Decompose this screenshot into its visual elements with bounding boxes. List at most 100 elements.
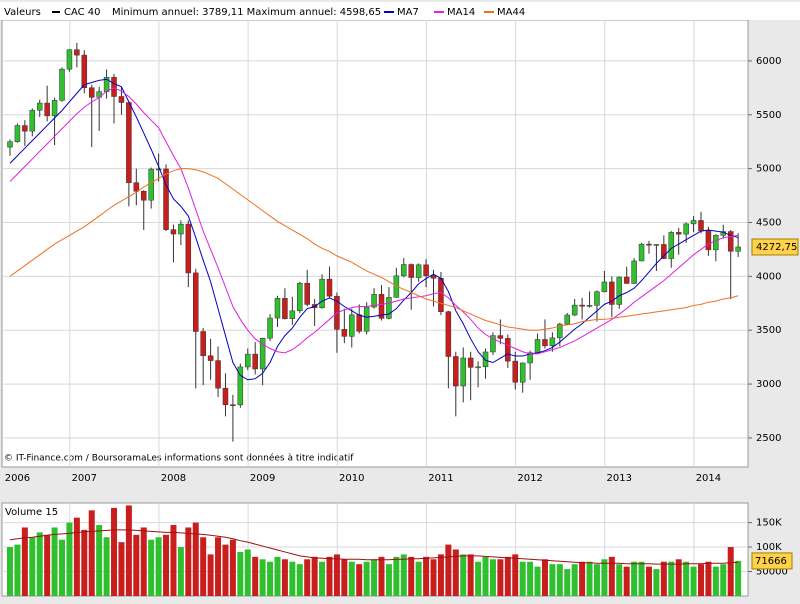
volume-bar — [103, 537, 110, 596]
candle-body — [557, 323, 563, 339]
volume-bar — [88, 510, 95, 596]
volume-bar — [200, 537, 207, 596]
candle-body — [586, 305, 593, 307]
candle-body — [289, 310, 296, 319]
candle-body — [512, 360, 518, 383]
volume-bar — [267, 561, 274, 596]
volume-bar — [668, 561, 675, 596]
volume-bar — [222, 544, 229, 596]
volume-bar — [296, 564, 303, 596]
candle-body — [601, 281, 608, 293]
candle-body — [7, 141, 13, 148]
volume-bar — [29, 537, 36, 596]
volume-bar — [111, 507, 118, 596]
volume-bar — [556, 564, 563, 596]
legend-label: MA44 — [497, 7, 525, 18]
candle-body — [386, 297, 392, 319]
volume-bar — [155, 537, 162, 596]
volume-bar — [571, 564, 578, 596]
volume-bar — [519, 561, 526, 596]
volume-bar — [482, 556, 489, 596]
volume-bar — [489, 559, 496, 596]
volume-bar — [341, 559, 348, 596]
candle-body — [490, 335, 496, 353]
candle-body — [170, 229, 177, 235]
candle-body — [185, 223, 192, 274]
volume-bar — [73, 517, 80, 596]
y-tick-label: 3000 — [756, 379, 781, 390]
volume-bar — [140, 527, 147, 596]
candle-body — [356, 314, 362, 332]
candle-body — [378, 294, 385, 319]
volume-bar — [593, 564, 600, 596]
volume-bar — [163, 534, 170, 596]
candle-body — [661, 244, 667, 259]
candle-body — [74, 49, 80, 56]
candle-body — [22, 125, 28, 132]
volume-bar — [333, 554, 340, 596]
volume-bar — [215, 537, 222, 596]
x-tick-label: 2010 — [339, 473, 364, 484]
volume-bar — [281, 559, 288, 596]
candle-body — [140, 191, 147, 201]
volume-bar — [690, 566, 697, 596]
last-value-label: 71666 — [755, 556, 787, 567]
last-value-label: 4272,75 — [756, 242, 797, 253]
candle-body — [631, 260, 637, 284]
y-tick-label: 6000 — [756, 56, 781, 67]
candle-body — [690, 220, 697, 225]
footer: © IT-Finance.com / BoursoramaLes informa… — [4, 453, 354, 464]
legend-label: MA14 — [447, 7, 475, 18]
candle-body — [148, 168, 154, 201]
instrument-name: CAC 40 — [64, 7, 101, 18]
candle-body — [297, 282, 303, 312]
header-label: Valeurs — [4, 7, 41, 18]
volume-bar — [348, 561, 355, 596]
volume-bar — [586, 561, 593, 596]
candle-body — [623, 276, 630, 284]
candle-body — [363, 306, 370, 332]
volume-bar — [638, 561, 645, 596]
legend-label: MA7 — [397, 7, 419, 18]
volume-bar — [319, 561, 326, 596]
candle-body — [579, 304, 585, 307]
candle-body — [51, 100, 58, 117]
y-tick-label: 5000 — [756, 164, 781, 175]
volume-bar — [616, 564, 623, 596]
candle-body — [713, 235, 719, 251]
volume-bar — [185, 527, 192, 596]
volume-bar — [192, 522, 199, 596]
candle-body — [36, 102, 43, 111]
last-value-box — [751, 552, 793, 570]
volume-bar — [118, 542, 125, 596]
volume-bar — [631, 561, 638, 596]
y-tick-label: 50000 — [756, 567, 788, 578]
volume-bar — [326, 556, 333, 596]
candle-body — [29, 110, 36, 132]
candle-body — [267, 317, 273, 339]
volume-average — [9, 529, 739, 565]
candle-body — [408, 264, 414, 278]
volume-bar — [289, 561, 296, 596]
candle-body — [118, 96, 125, 103]
candle-body — [519, 362, 526, 383]
volume-bar — [207, 554, 214, 596]
candle-body — [445, 311, 452, 357]
volume-bar — [96, 525, 103, 596]
candle-body — [207, 355, 214, 361]
candle-body — [274, 298, 281, 319]
candle-body — [59, 68, 65, 101]
volume-bar — [683, 561, 690, 596]
moving-average — [9, 78, 739, 381]
volume-bar — [430, 559, 437, 596]
volume-bar — [579, 561, 586, 596]
candle-body — [81, 54, 88, 89]
moving-average — [9, 168, 739, 331]
x-tick-label: 2009 — [250, 473, 275, 484]
volume-bar — [371, 559, 378, 596]
x-tick-label: 2014 — [696, 473, 721, 484]
candle-body — [237, 366, 244, 406]
candle-body — [482, 351, 489, 368]
candle-body — [564, 314, 570, 325]
y-tick-label: 2500 — [756, 433, 781, 444]
